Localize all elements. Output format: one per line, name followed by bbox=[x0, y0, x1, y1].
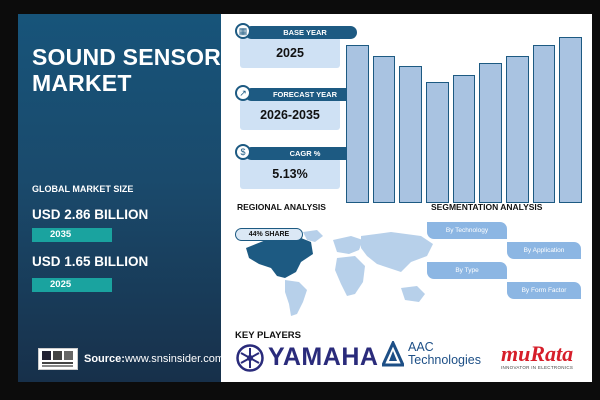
source-label: Source: bbox=[84, 353, 125, 365]
market-value-2035: USD 2.86 BILLION bbox=[32, 207, 149, 222]
aac-wordmark-line2: Technologies bbox=[408, 353, 481, 367]
chart-bar-7 bbox=[506, 56, 529, 203]
chart-bar-5 bbox=[452, 75, 476, 203]
map-europe bbox=[333, 236, 363, 254]
year-badge-2035: 2035 bbox=[32, 228, 112, 242]
segment-by-type: By Type bbox=[427, 262, 507, 279]
murata-logo: muRata INNOVATOR IN ELECTRONICS bbox=[501, 341, 573, 370]
infographic-card: SOUND SENSOR MARKET GLOBAL MARKET SIZE U… bbox=[18, 14, 592, 382]
segment-by-technology: By Technology bbox=[427, 222, 507, 239]
global-market-size-label: GLOBAL MARKET SIZE bbox=[32, 184, 134, 194]
source-text: Source:www.snsinsider.com bbox=[84, 353, 224, 365]
base-year-label: BASE YEAR bbox=[245, 26, 357, 39]
murata-wordmark: muRata bbox=[501, 341, 574, 366]
aac-triangle-icon bbox=[382, 341, 404, 367]
year-badge-2025: 2025 bbox=[32, 278, 112, 292]
left-panel: SOUND SENSOR MARKET GLOBAL MARKET SIZE U… bbox=[18, 14, 221, 382]
chart-bar-1 bbox=[346, 45, 369, 203]
segmentation-analysis-title: SEGMENTATION ANALYSIS bbox=[431, 202, 543, 212]
map-asia bbox=[361, 232, 433, 272]
base-year-value: 2025 bbox=[276, 46, 304, 60]
segment-by-application: By Application bbox=[507, 242, 581, 259]
base-year-box: BASE YEAR ▦ 2025 bbox=[235, 23, 357, 68]
chart-bar-2 bbox=[372, 56, 396, 203]
aac-wordmark-line1: AAC bbox=[408, 340, 434, 354]
yamaha-logo: YAMAHA bbox=[236, 343, 378, 372]
money-icon: $ bbox=[235, 144, 251, 160]
forecast-year-box: FORECAST YEAR ↗ 2026-2035 bbox=[235, 85, 357, 130]
cagr-value: 5.13% bbox=[272, 167, 308, 181]
source-url[interactable]: www.snsinsider.com bbox=[124, 353, 225, 365]
aac-wordmark: AAC Technologies bbox=[408, 341, 481, 367]
calendar-icon: ▦ bbox=[235, 23, 251, 39]
sns-insider-logo bbox=[38, 348, 78, 370]
map-africa bbox=[335, 256, 365, 296]
regional-analysis-title: REGIONAL ANALYSIS bbox=[237, 202, 326, 212]
map-greenland bbox=[303, 230, 323, 242]
map-oceania bbox=[401, 286, 425, 302]
market-value-2025: USD 1.65 BILLION bbox=[32, 254, 149, 269]
cagr-box: CAGR % $ 5.13% bbox=[235, 144, 357, 189]
map-north-america bbox=[246, 236, 313, 278]
chart-bar-4 bbox=[426, 82, 449, 203]
forecast-year-value: 2026-2035 bbox=[260, 108, 320, 122]
aac-logo: AAC Technologies bbox=[382, 341, 481, 367]
world-map bbox=[246, 230, 433, 316]
chart-bar-8 bbox=[532, 45, 556, 203]
chart-bar-9 bbox=[559, 37, 582, 203]
segment-by-form-factor: By Form Factor bbox=[507, 282, 581, 299]
murata-tagline: INNOVATOR IN ELECTRONICS bbox=[501, 365, 574, 370]
trend-icon: ↗ bbox=[235, 85, 251, 101]
page-title: SOUND SENSOR MARKET bbox=[32, 44, 221, 96]
source-footer: Source:www.snsinsider.com bbox=[38, 348, 224, 370]
forecast-year-label: FORECAST YEAR bbox=[245, 88, 357, 101]
yamaha-tuning-fork-icon bbox=[236, 343, 264, 372]
map-south-america bbox=[285, 280, 307, 316]
market-growth-chart bbox=[346, 28, 582, 203]
key-players-title: KEY PLAYERS bbox=[235, 330, 301, 341]
cagr-label: CAGR % bbox=[245, 147, 357, 160]
yamaha-wordmark: YAMAHA bbox=[268, 343, 379, 371]
chart-bar-3 bbox=[399, 66, 422, 203]
chart-bar-6 bbox=[479, 63, 502, 203]
share-badge: 44% SHARE bbox=[235, 228, 303, 241]
